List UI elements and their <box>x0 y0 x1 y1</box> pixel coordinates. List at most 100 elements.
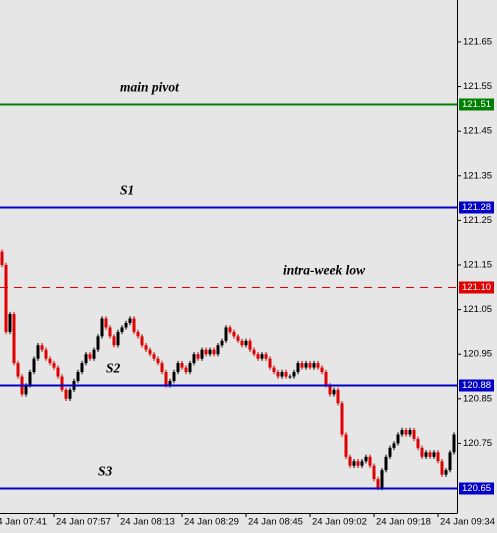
x-tick-label: 24 Jan 07:41 <box>0 517 47 528</box>
candle-body <box>52 363 56 368</box>
candle-body <box>268 358 272 368</box>
candle-body <box>228 327 232 332</box>
level-tag-label: 120.88 <box>462 380 491 391</box>
candle-body <box>92 349 96 359</box>
candle-body <box>180 363 184 368</box>
candle-body <box>0 251 4 265</box>
x-tick-label: 24 Jan 08:29 <box>184 517 239 528</box>
candle-body <box>124 322 128 328</box>
y-tick-label: 121.55 <box>463 81 492 92</box>
candle-body <box>64 389 68 399</box>
candle-body <box>372 465 376 480</box>
candle-body <box>44 349 48 359</box>
candle-body <box>96 336 100 350</box>
candle-body <box>376 479 380 489</box>
candle-body <box>216 345 220 355</box>
candle-body <box>244 340 248 346</box>
candle-body <box>140 336 144 346</box>
level-label: S3 <box>98 464 113 479</box>
candle-body <box>360 461 364 466</box>
candle-body <box>4 264 8 332</box>
candle-body <box>288 376 292 378</box>
level-label: main pivot <box>120 80 180 95</box>
candle-body <box>156 358 160 364</box>
candle-body <box>188 363 192 373</box>
candle-body <box>448 452 452 471</box>
level-tag <box>459 98 494 111</box>
candle-body <box>232 331 236 337</box>
candle-body <box>236 336 240 341</box>
candle-body <box>396 434 400 444</box>
candle-body <box>84 354 88 364</box>
candle-body <box>184 367 188 373</box>
candle-body <box>440 461 444 475</box>
plot-area: main pivot S1 intra-week low S2 S3 <box>0 80 457 491</box>
candle-body <box>292 372 296 377</box>
candle-body <box>32 358 36 373</box>
candle-body <box>284 372 288 377</box>
y-tick-label: 121.05 <box>463 304 492 315</box>
candle-body <box>212 349 216 355</box>
level-tag <box>459 201 494 214</box>
candle-body <box>196 354 200 359</box>
candle-body <box>24 385 28 395</box>
candle-body <box>444 470 448 475</box>
candle-body <box>172 372 176 381</box>
candle-body <box>164 372 168 386</box>
y-tick-label: 121.15 <box>463 259 492 270</box>
candle-body <box>432 452 436 457</box>
axes: 120.75 120.85 120.95 121.05 121.15 121.25 121.… <box>0 36 495 527</box>
level-label: intra-week low <box>283 263 366 278</box>
candle-body <box>224 327 228 341</box>
candle-body <box>76 372 80 381</box>
y-tick-label: 120.75 <box>463 438 492 449</box>
candle-body <box>324 372 328 386</box>
candle-body <box>336 389 340 404</box>
candle-body <box>8 314 12 332</box>
candle-body <box>204 349 208 355</box>
candle-body <box>348 456 352 466</box>
level-tag-label: 121.51 <box>462 99 491 110</box>
candle-body <box>404 430 408 435</box>
candle-body <box>248 340 252 350</box>
candle-body <box>344 434 348 457</box>
candle-body <box>116 331 120 346</box>
x-tick-label: 24 Jan 08:13 <box>120 517 175 528</box>
candle-body <box>328 385 332 395</box>
candle-body <box>276 372 280 377</box>
candle-body <box>452 434 456 453</box>
candle-body <box>340 403 344 435</box>
x-tick-label: 24 Jan 09:02 <box>312 517 367 528</box>
candle-body <box>56 367 60 377</box>
candle-body <box>428 452 432 457</box>
candle-body <box>176 363 180 373</box>
y-tick-label: 120.95 <box>463 349 492 360</box>
candle-body <box>356 461 360 466</box>
candle-body <box>260 354 264 359</box>
candle-body <box>312 363 316 368</box>
candle-body <box>48 358 52 364</box>
candle-body <box>160 363 164 373</box>
candle-body <box>300 363 304 368</box>
candle-body <box>332 389 336 395</box>
candle-body <box>80 363 84 373</box>
candle-body <box>380 470 384 489</box>
candle-body <box>68 389 72 399</box>
candle-body <box>60 376 64 390</box>
candle-body <box>420 447 424 457</box>
candle-body <box>364 456 368 462</box>
level-tag-label: 121.28 <box>462 202 491 213</box>
candle-body <box>128 318 132 323</box>
y-tick-label: 121.45 <box>463 126 492 137</box>
candle-body <box>28 372 32 386</box>
candle-body <box>240 340 244 346</box>
candle-body <box>368 456 372 466</box>
candle-body <box>132 318 136 332</box>
level-tag <box>459 379 494 392</box>
candle-body <box>320 367 324 373</box>
level-label: S1 <box>120 183 134 198</box>
y-tick-label: 121.35 <box>463 170 492 181</box>
candle-body <box>296 363 300 373</box>
